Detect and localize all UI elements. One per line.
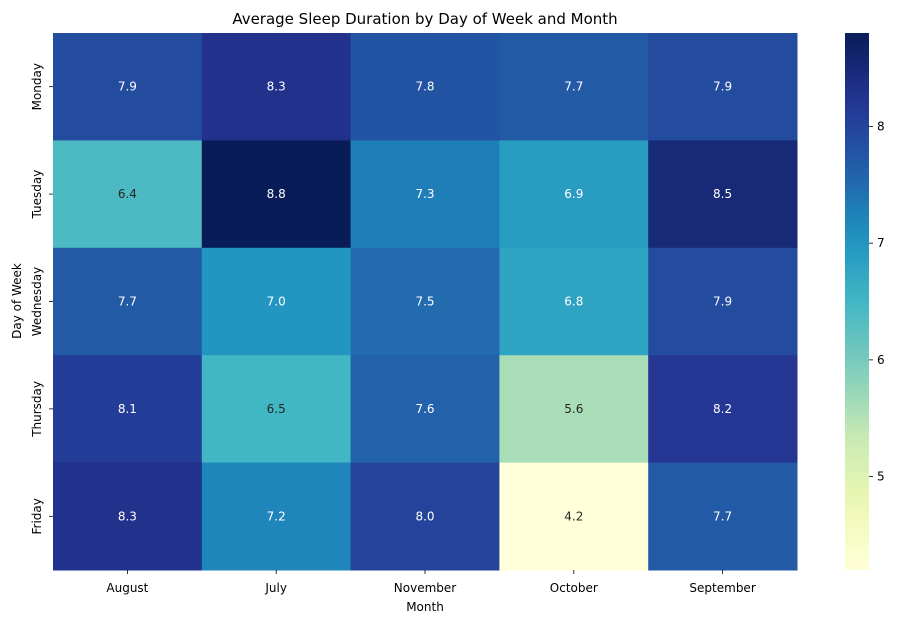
cell-value-label: 6.9 (564, 187, 583, 201)
x-tick-label: August (106, 581, 148, 595)
cell-value-label: 8.8 (267, 187, 286, 201)
colorbar-tick-label: 8 (877, 119, 885, 133)
y-tick-label: Wednesday (30, 267, 44, 336)
cell-value-label: 7.7 (118, 295, 137, 309)
heatmap-cell (53, 462, 203, 571)
heatmap-cell (201, 462, 352, 571)
cell-value-label: 8.3 (267, 80, 286, 94)
colorbar-ticks: 5 6 7 8 (869, 119, 885, 484)
y-tick-label: Tuesday (30, 170, 44, 220)
heatmap-cell (648, 140, 798, 249)
cell-value-label: 7.8 (415, 80, 434, 94)
x-tick-label: September (689, 581, 755, 595)
cell-value-label: 6.5 (267, 402, 286, 416)
heatmap-cells: 7.9 8.3 7.8 7.7 7.9 6.4 8.8 7.3 6.9 8.5 7.7 7.0 7.5 6… (53, 33, 798, 571)
cell-value-label: 7.2 (267, 509, 286, 523)
heatmap-cell (499, 462, 649, 571)
heatmap-cell (350, 140, 500, 249)
heatmap-cell (53, 247, 203, 356)
cell-value-label: 8.0 (415, 509, 434, 523)
cell-value-label: 7.9 (713, 295, 732, 309)
cell-value-label: 6.4 (118, 187, 137, 201)
heatmap-cell (201, 355, 352, 464)
heatmap-cell (350, 33, 500, 141)
y-axis-label: Day of Week (10, 263, 24, 339)
heatmap-cell (499, 140, 649, 249)
colorbar-tick-label: 7 (877, 236, 885, 250)
heatmap-cell (648, 33, 798, 141)
heatmap-cell (499, 355, 649, 464)
y-axis-ticks: Monday Tuesday Wednesday Thursday Friday (30, 63, 53, 534)
cell-value-label: 7.9 (118, 80, 137, 94)
y-tick-label: Friday (30, 498, 44, 534)
y-tick-label: Monday (30, 63, 44, 110)
x-axis-ticks: August July November October September (106, 570, 756, 595)
x-tick-label: October (550, 581, 598, 595)
heatmap-cell (350, 462, 500, 571)
heatmap-cell (201, 33, 352, 141)
heatmap-cell (499, 247, 649, 356)
colorbar-tick-label: 6 (877, 353, 885, 367)
heatmap-cell (648, 355, 798, 464)
y-tick-label: Thursday (30, 381, 44, 438)
heatmap-cell (350, 355, 500, 464)
heatmap-cell (53, 355, 203, 464)
cell-value-label: 7.6 (415, 402, 434, 416)
heatmap-cell (350, 247, 500, 356)
cell-value-label: 7.9 (713, 80, 732, 94)
cell-value-label: 6.8 (564, 295, 583, 309)
cell-value-label: 8.3 (118, 509, 137, 523)
cell-value-label: 7.3 (415, 187, 434, 201)
chart-title: Average Sleep Duration by Day of Week an… (232, 10, 617, 28)
heatmap-cell (648, 247, 798, 356)
heatmap-cell (201, 247, 352, 356)
cell-value-label: 8.5 (713, 187, 732, 201)
heatmap-cell (53, 140, 203, 249)
x-tick-label: November (394, 581, 456, 595)
heatmap-cell (648, 462, 798, 571)
cell-value-label: 5.6 (564, 402, 583, 416)
cell-value-label: 4.2 (564, 509, 583, 523)
x-axis-label: Month (406, 600, 444, 614)
heatmap-cell (201, 140, 352, 249)
heatmap-cell (53, 33, 203, 141)
cell-value-label: 7.7 (713, 509, 732, 523)
heatmap-cell (499, 33, 649, 141)
cell-value-label: 8.1 (118, 402, 137, 416)
cell-value-label: 7.5 (415, 295, 434, 309)
cell-value-label: 7.0 (267, 295, 286, 309)
colorbar (845, 33, 869, 570)
colorbar-tick-label: 5 (877, 470, 885, 484)
cell-value-label: 7.7 (564, 80, 583, 94)
cell-value-label: 8.2 (713, 402, 732, 416)
x-tick-label: July (264, 581, 287, 595)
